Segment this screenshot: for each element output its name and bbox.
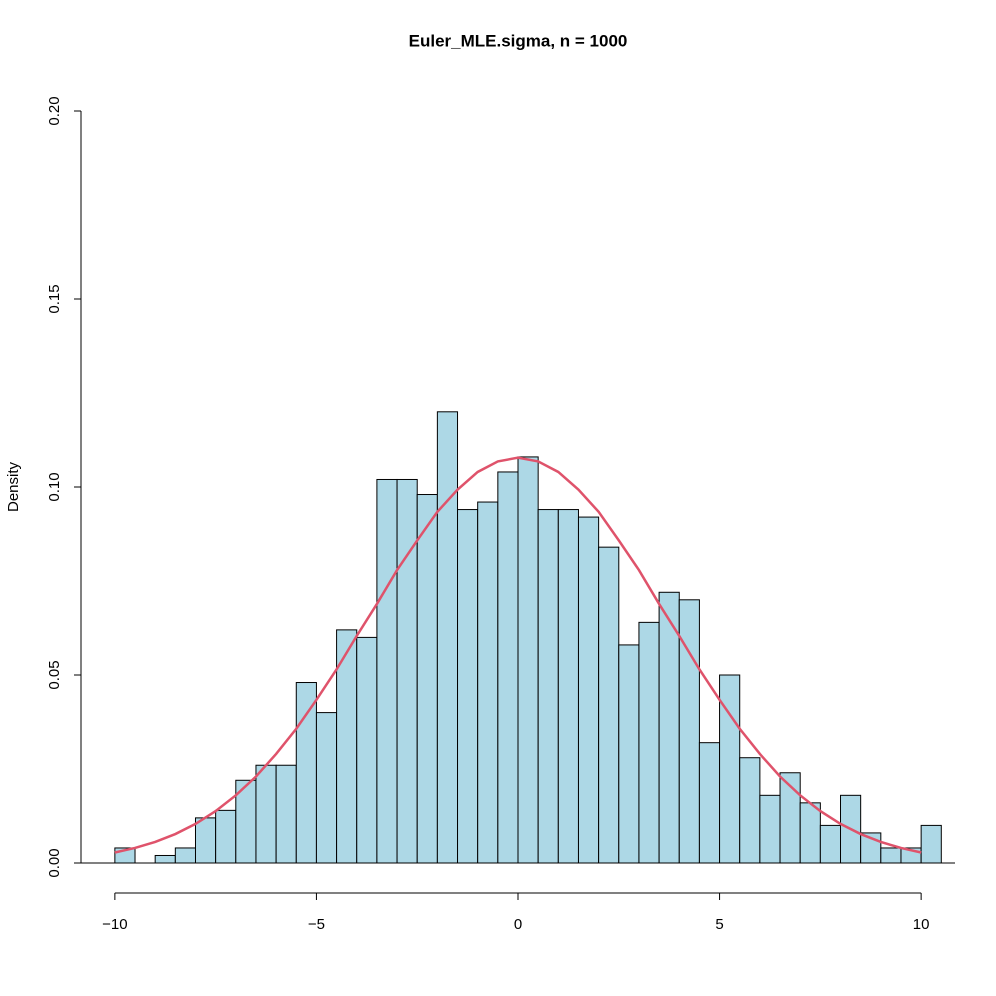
- bar: [356, 636, 378, 864]
- bar: [396, 478, 418, 864]
- bar: [194, 817, 217, 864]
- bar: [275, 764, 297, 864]
- bar: [315, 712, 338, 864]
- bar: [295, 682, 317, 864]
- y-tick-label: 0.20: [46, 96, 63, 125]
- density-curve: [114, 456, 922, 854]
- y-tick-label: 0.05: [46, 660, 63, 689]
- y-tick-label: 0.10: [46, 472, 63, 501]
- bar: [678, 599, 700, 864]
- x-tick-label: 10: [913, 916, 930, 933]
- chart-title: Euler_MLE.sigma, n = 1000: [409, 31, 628, 50]
- x-tick-label: 0: [514, 916, 522, 933]
- bar: [618, 644, 640, 864]
- bar: [174, 847, 196, 864]
- bar: [557, 509, 579, 864]
- bar: [739, 757, 761, 864]
- y-tick-label: 0.00: [46, 848, 63, 877]
- bar: [376, 478, 398, 864]
- bar: [215, 809, 237, 864]
- bar: [880, 847, 902, 864]
- bar: [759, 794, 781, 864]
- bar: [497, 471, 519, 864]
- bar: [154, 854, 176, 864]
- bar: [819, 824, 842, 864]
- bar: [920, 824, 942, 864]
- x-tick-label: −5: [308, 916, 325, 933]
- x-tick-label: −10: [102, 916, 127, 933]
- bar: [457, 509, 479, 864]
- bar: [436, 411, 459, 864]
- bar: [416, 494, 438, 864]
- bar: [255, 764, 277, 864]
- y-tick-label: 0.15: [46, 284, 63, 313]
- bar: [477, 501, 499, 864]
- bar: [598, 546, 620, 864]
- bar: [577, 516, 600, 864]
- bar: [638, 621, 660, 864]
- y-axis-label: Density: [5, 461, 22, 512]
- bar: [799, 802, 821, 864]
- bar: [517, 456, 539, 864]
- bar: [698, 742, 721, 864]
- x-tick-label: 5: [715, 916, 723, 933]
- bar: [537, 509, 559, 864]
